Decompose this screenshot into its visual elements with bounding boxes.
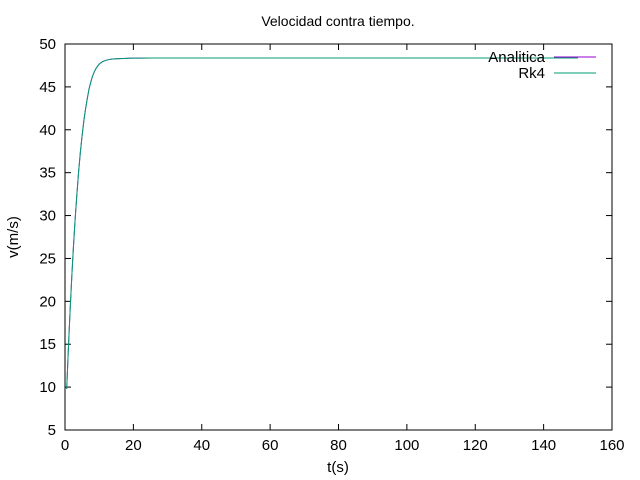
y-tick-label: 15 (39, 336, 56, 353)
y-tick-label: 30 (39, 208, 56, 225)
x-tick-label: 0 (61, 437, 69, 454)
y-tick-label: 45 (39, 79, 56, 96)
x-tick-label: 160 (599, 437, 624, 454)
y-tick-label: 20 (39, 293, 56, 310)
y-tick-label: 35 (39, 165, 56, 182)
y-tick-label: 10 (39, 379, 56, 396)
y-axis-label: v(m/s) (5, 216, 22, 258)
series-layer (66, 57, 578, 389)
y-tick-label: 40 (39, 122, 56, 139)
x-tick-label: 40 (193, 437, 210, 454)
x-axis-label: t(s) (327, 459, 349, 476)
x-tick-label: 140 (531, 437, 556, 454)
y-axis: 5 10 15 20 25 30 35 40 45 50 (39, 36, 612, 439)
x-tick-label: 60 (262, 437, 279, 454)
y-tick-label: 25 (39, 250, 56, 267)
x-tick-label: 100 (394, 437, 419, 454)
chart-title: Velocidad contra tiempo. (261, 13, 414, 29)
plot-frame (64, 43, 613, 431)
y-tick-label: 50 (39, 36, 56, 53)
y-tick-label: 5 (48, 422, 56, 439)
x-tick-label: 80 (330, 437, 347, 454)
x-tick-label: 120 (463, 437, 488, 454)
x-tick-label: 20 (125, 437, 142, 454)
legend-label-analitica: Analitica (488, 49, 545, 66)
series-line-analitica (66, 57, 578, 389)
legend-label-rk4: Rk4 (518, 65, 545, 82)
x-axis: 0 20 40 60 80 100 120 140 160 (61, 44, 625, 454)
series-line-rk4 (66, 57, 578, 389)
